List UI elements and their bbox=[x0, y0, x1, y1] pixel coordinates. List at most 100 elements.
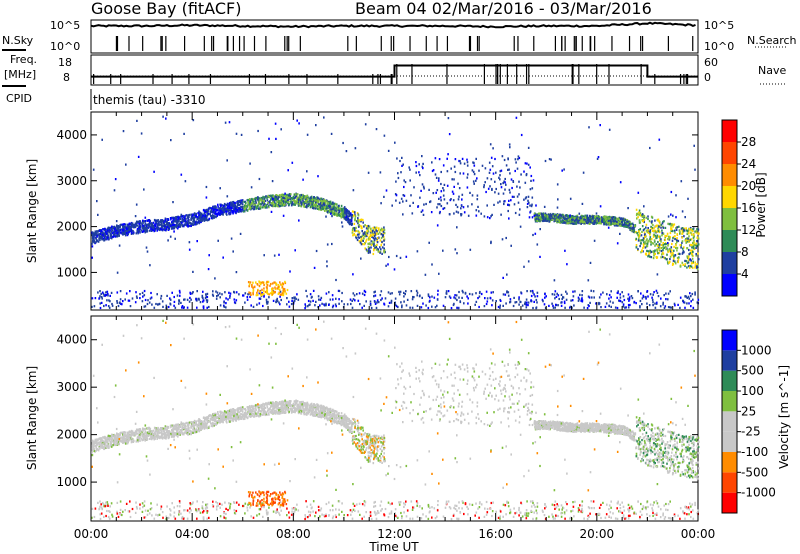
power-cell bbox=[204, 217, 207, 220]
power-cell bbox=[575, 220, 578, 223]
power-cell bbox=[124, 298, 126, 301]
power-cell bbox=[560, 301, 562, 304]
power-cell bbox=[653, 291, 655, 294]
power-cell bbox=[383, 249, 386, 252]
power-cell bbox=[200, 212, 203, 215]
power-cell bbox=[440, 199, 442, 202]
power-cell bbox=[531, 289, 534, 293]
power-cell bbox=[359, 218, 362, 222]
power-cell bbox=[91, 242, 93, 245]
power-cell bbox=[605, 221, 608, 224]
power-cell bbox=[214, 212, 216, 215]
power-cell bbox=[268, 206, 270, 209]
power-cell bbox=[233, 298, 236, 301]
power-cell bbox=[280, 128, 282, 131]
noise-panel-frame bbox=[90, 19, 699, 54]
power-cell bbox=[261, 206, 264, 209]
power-cell bbox=[538, 220, 541, 223]
power-cell bbox=[262, 200, 264, 203]
power-cell bbox=[469, 248, 472, 251]
power-cell bbox=[544, 217, 547, 220]
power-cell bbox=[307, 305, 309, 308]
power-cell bbox=[484, 181, 486, 184]
power-cell bbox=[684, 295, 687, 298]
power-cell bbox=[497, 192, 500, 195]
power-cell bbox=[127, 232, 129, 236]
power-cell bbox=[625, 221, 627, 224]
power-cell bbox=[610, 305, 612, 308]
power-cell bbox=[374, 237, 377, 240]
power-cell bbox=[274, 202, 276, 205]
power-cell bbox=[499, 304, 501, 307]
power-cell bbox=[160, 222, 162, 226]
power-cell bbox=[669, 236, 671, 239]
power-cell bbox=[373, 291, 375, 294]
power-cell bbox=[297, 196, 299, 199]
power-cell bbox=[409, 168, 411, 171]
power-cell bbox=[282, 294, 285, 297]
power-cell bbox=[497, 305, 500, 309]
power-cell bbox=[697, 298, 700, 301]
power-cell bbox=[180, 301, 182, 304]
power-cell bbox=[332, 298, 334, 301]
power-cell bbox=[124, 225, 126, 228]
power-cell bbox=[187, 222, 190, 225]
power-cell bbox=[205, 215, 207, 218]
power-cell bbox=[674, 235, 676, 238]
power-cell bbox=[197, 212, 199, 215]
power-cell bbox=[649, 293, 652, 296]
power-cell bbox=[288, 194, 290, 197]
power-cell bbox=[226, 210, 228, 213]
power-cell bbox=[317, 197, 320, 200]
power-cell bbox=[229, 209, 232, 212]
power-cell bbox=[262, 195, 264, 198]
noise-panel: N.Sky 10^5 10^0 10^5 10^0 N.Search bbox=[2, 19, 797, 54]
power-cell bbox=[108, 229, 110, 232]
power-cell bbox=[206, 300, 208, 304]
power-cell bbox=[688, 248, 690, 252]
power-cell bbox=[252, 289, 255, 293]
power-cell bbox=[231, 205, 234, 208]
power-cell bbox=[151, 223, 153, 226]
power-cell bbox=[450, 307, 453, 310]
power-cell bbox=[267, 195, 269, 198]
power-cell bbox=[178, 225, 180, 228]
power-cell bbox=[493, 203, 495, 206]
power-cell bbox=[645, 253, 648, 256]
power-cell bbox=[268, 293, 270, 296]
power-cell bbox=[596, 217, 598, 220]
power-cell bbox=[91, 305, 93, 308]
power-cell bbox=[578, 222, 580, 225]
power-cell bbox=[202, 218, 204, 221]
power-cell bbox=[144, 298, 147, 302]
power-cell bbox=[279, 195, 282, 199]
power-cell bbox=[466, 158, 468, 161]
power-cell bbox=[145, 226, 148, 229]
power-cell bbox=[548, 220, 550, 223]
power-cell bbox=[187, 225, 189, 228]
power-cell bbox=[274, 122, 277, 125]
power-cell bbox=[363, 237, 365, 240]
power-cell bbox=[306, 194, 308, 198]
power-cell bbox=[215, 297, 218, 300]
power-cell bbox=[159, 228, 161, 232]
power-cell bbox=[569, 216, 571, 219]
power-cell bbox=[148, 221, 151, 224]
power-cell bbox=[209, 213, 211, 216]
power-cell bbox=[331, 306, 334, 309]
power-cell bbox=[637, 290, 639, 293]
power-cell bbox=[107, 236, 109, 239]
power-cell bbox=[635, 213, 638, 217]
power-cell bbox=[612, 301, 614, 304]
power-cell bbox=[684, 216, 686, 219]
power-cell bbox=[119, 290, 122, 293]
power-cell bbox=[557, 213, 560, 217]
power-cell bbox=[638, 230, 640, 233]
power-cell bbox=[93, 233, 95, 236]
power-cell bbox=[246, 298, 249, 301]
power-cell bbox=[107, 234, 109, 238]
power-cell bbox=[604, 220, 606, 223]
power-cell bbox=[161, 219, 163, 222]
power-cell bbox=[207, 209, 210, 212]
power-cell bbox=[680, 227, 683, 230]
